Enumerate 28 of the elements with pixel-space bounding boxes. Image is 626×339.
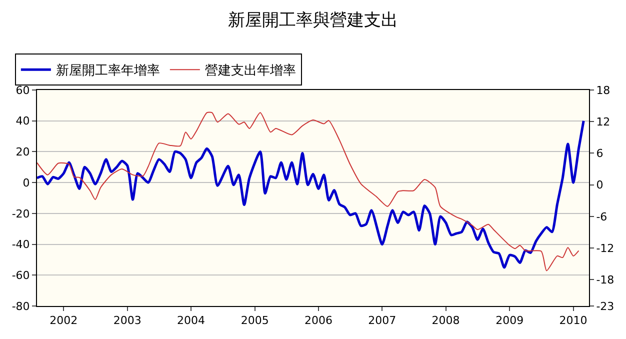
y-tick-label: -80 — [12, 300, 30, 313]
x-tick-label: 2006 — [304, 314, 332, 328]
y2-tick-label: 6 — [596, 147, 604, 160]
x-tick-label: 2004 — [177, 314, 205, 328]
y2-tick-label: -12 — [596, 242, 614, 255]
x-tick-label: 2002 — [50, 314, 78, 328]
y-tick-label: -60 — [12, 268, 30, 282]
legend-label: 營建支出年增率 — [204, 62, 296, 79]
y-tick-label: -40 — [12, 238, 30, 252]
x-tick-label: 2010 — [559, 314, 588, 328]
y-tick-label: 40 — [16, 114, 30, 128]
y-tick-label: 20 — [16, 146, 30, 159]
y2-tick-label: -6 — [596, 210, 608, 224]
chart-title: 新屋開工率與營建支出 — [228, 10, 398, 30]
x-tick-label: 2007 — [368, 314, 396, 328]
y2-tick-label: -18 — [596, 274, 614, 287]
x-tick-label: 2005 — [240, 314, 269, 328]
legend-label: 新屋開工率年增率 — [56, 62, 160, 79]
y-tick-label: -20 — [12, 207, 30, 220]
x-tick-label: 2003 — [113, 314, 142, 328]
y-tick-label: 60 — [16, 84, 30, 97]
x-tick-label: 2009 — [496, 314, 524, 328]
y2-tick-label: -23 — [596, 300, 614, 313]
x-tick-label: 2008 — [432, 314, 460, 328]
y2-tick-label: 18 — [596, 84, 610, 97]
y2-tick-label: 12 — [596, 115, 610, 128]
y2-tick-label: 0 — [596, 178, 604, 192]
y-tick-label: 0 — [22, 176, 30, 190]
